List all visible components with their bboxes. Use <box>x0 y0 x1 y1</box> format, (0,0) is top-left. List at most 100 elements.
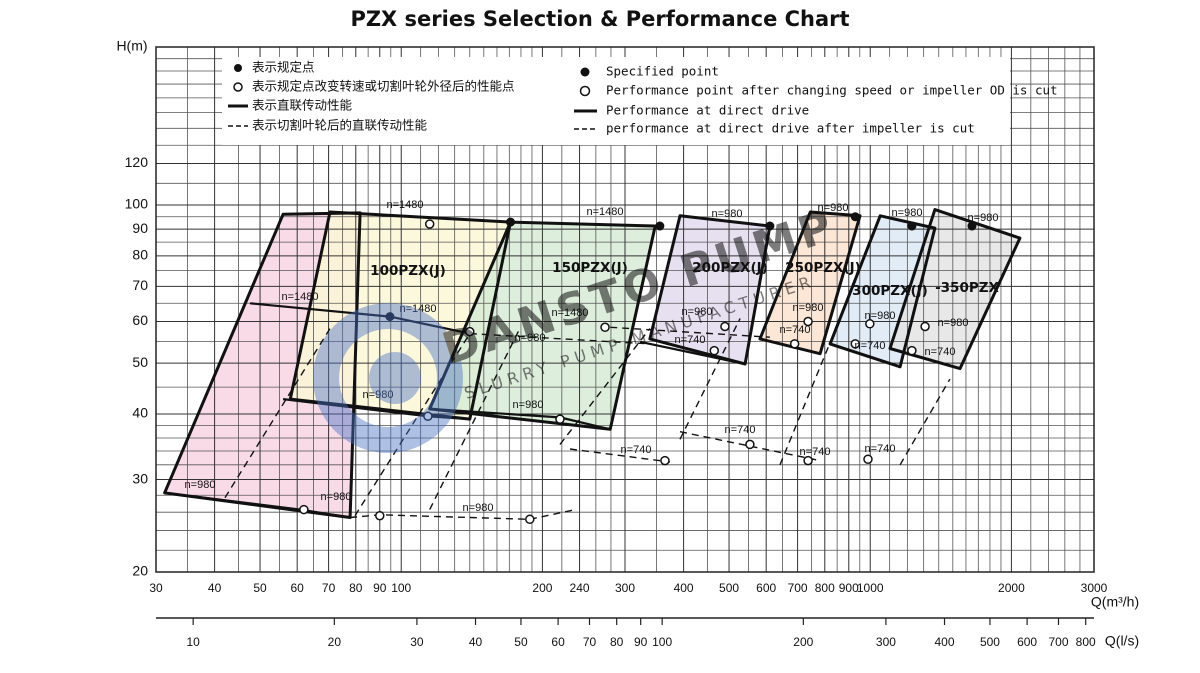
performance-curve <box>679 318 741 440</box>
legend-text: 表示规定点 <box>252 60 315 75</box>
x-tick-label: 40 <box>208 581 222 595</box>
specified-point <box>967 221 977 231</box>
x2-tick-label: 10 <box>186 635 200 649</box>
performance-point <box>745 439 755 450</box>
speed-label: n=740 <box>855 340 886 352</box>
y-tick-label: 30 <box>132 470 148 486</box>
y-tick-label: 70 <box>132 277 148 293</box>
x2-tick-label: 20 <box>328 635 342 649</box>
x-tick-label: 600 <box>756 581 776 595</box>
region <box>164 212 361 518</box>
x2-tick-label: 70 <box>583 635 597 649</box>
performance-point <box>600 322 610 333</box>
speed-label: n=1480 <box>399 303 436 315</box>
curves <box>163 208 1022 521</box>
model-label: 100PZX(J) <box>370 263 446 279</box>
x-tick-label: 300 <box>615 581 635 595</box>
x-tick-label: 400 <box>674 581 694 595</box>
performance-curve <box>639 340 746 366</box>
speed-label: n=980 <box>515 332 546 344</box>
speed-label: n=740 <box>725 424 756 436</box>
plot-frame <box>155 46 1095 573</box>
x-tick-label: 200 <box>532 581 552 595</box>
labels: 30 40 50 60 70 80 90 100 200 240 300 400 500 600 700 80… <box>125 154 1108 649</box>
specified-point <box>655 221 665 231</box>
speed-label: n=980 <box>321 491 352 503</box>
legend-text: Performance point after changing speed o… <box>606 83 1058 98</box>
performance-curve <box>569 448 670 463</box>
performance-point <box>803 455 813 466</box>
speed-label: n=980 <box>682 306 713 318</box>
region <box>760 212 860 354</box>
x2-tick-label: 50 <box>514 635 528 649</box>
x2-tick-label: 100 <box>652 635 672 649</box>
legend: 表示规定点 表示规定点改变转速或切割叶轮外径后的性能点 表示直联传动性能 表示切… <box>222 57 1058 145</box>
performance-point <box>863 454 873 464</box>
legend-symbol <box>234 64 242 72</box>
speed-label: n=980 <box>185 479 216 491</box>
region-outline <box>758 210 862 356</box>
model-label: -350PZX <box>935 280 999 296</box>
performance-curve <box>469 332 650 345</box>
y-tick-label: 120 <box>125 154 149 170</box>
y-axis-label: H(m) <box>116 38 147 54</box>
x-tick-label: 240 <box>570 581 590 595</box>
x2-tick-label: 600 <box>1017 635 1037 649</box>
speed-label: n=740 <box>780 324 811 336</box>
performance-point <box>789 339 800 349</box>
speed-label: n=1480 <box>386 199 423 211</box>
performance-point <box>865 319 875 329</box>
speed-label: n=980 <box>818 202 849 214</box>
x-tick-label: 70 <box>322 581 336 595</box>
speed-label: n=980 <box>892 207 923 219</box>
speed-label: n=740 <box>675 334 706 346</box>
x2-tick-label: 300 <box>876 635 896 649</box>
specified-point <box>850 212 860 222</box>
performance-point <box>720 321 730 332</box>
speed-label: n=740 <box>621 444 652 456</box>
x2-tick-label: 400 <box>934 635 954 649</box>
x-tick-label: 90 <box>373 581 387 595</box>
performance-curve <box>899 378 951 466</box>
model-label: 200PZX(J) <box>692 260 768 276</box>
legend-symbol <box>580 67 590 77</box>
x2-axis-label: Q(l/s) <box>1105 633 1139 649</box>
x2-tick-label: 700 <box>1048 635 1068 649</box>
x2-tick-label: 90 <box>634 635 648 649</box>
performance-point <box>907 345 917 356</box>
model-label: 250PZX(J) <box>785 260 861 276</box>
speed-label: n=980 <box>712 208 743 220</box>
x2-tick-label: 60 <box>551 635 565 649</box>
specified-point <box>506 217 516 227</box>
y-tick-label: 90 <box>132 220 148 236</box>
x2-tick-label: 80 <box>610 635 624 649</box>
legend-text: performance at direct drive after impell… <box>606 121 975 136</box>
y-tick-label: 50 <box>132 354 148 370</box>
performance-point <box>375 510 385 521</box>
legend-box <box>222 57 1010 145</box>
performance-curve <box>559 328 651 445</box>
speed-label: n=740 <box>865 443 896 455</box>
x-axis-label: Q(m³/h) <box>1091 594 1139 610</box>
x-tick-label: 800 <box>815 581 835 595</box>
speed-label: n=980 <box>938 317 969 329</box>
x-tick-label: 60 <box>291 581 305 595</box>
legend-symbol <box>579 85 591 97</box>
speed-label: n=740 <box>925 346 956 358</box>
performance-curve <box>610 326 770 338</box>
x-tick-label: 80 <box>349 581 363 595</box>
model-label: 150PZX(J) <box>552 260 628 276</box>
performance-curve <box>429 328 521 510</box>
chart-title: PZX series Selection & Performance Chart <box>350 7 849 31</box>
performance-point <box>920 321 930 332</box>
performance-point <box>709 345 720 356</box>
watermark-logo <box>313 303 463 453</box>
region <box>649 215 770 364</box>
speed-label: n=740 <box>800 446 831 458</box>
specified-point <box>385 312 395 322</box>
performance-point <box>555 414 565 424</box>
legend-text: 表示直联传动性能 <box>252 98 353 113</box>
performance-point <box>424 219 435 229</box>
